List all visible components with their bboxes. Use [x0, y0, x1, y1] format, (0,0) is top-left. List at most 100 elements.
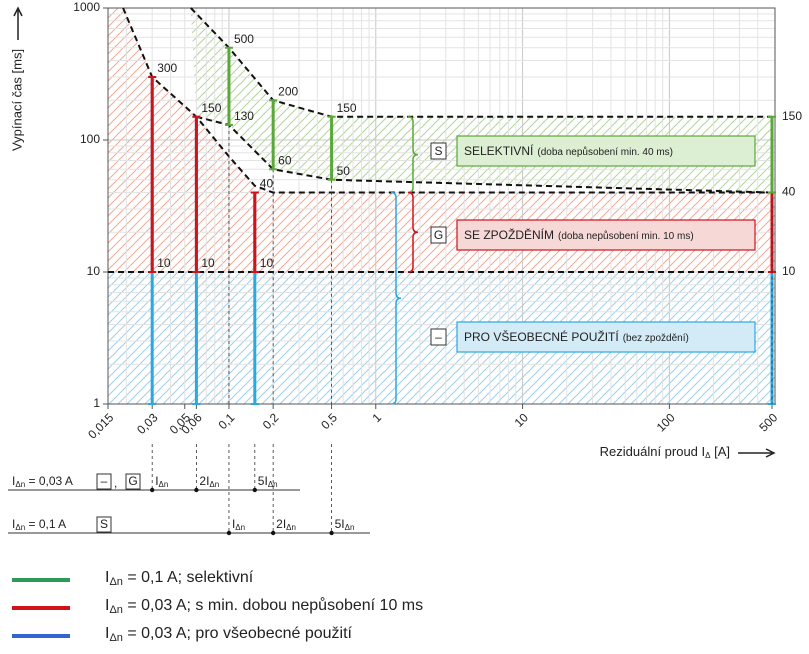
x-axis-label-text: Reziduální proud I: [600, 444, 706, 459]
x-axis-label-sub: Δ: [705, 451, 711, 460]
row-label-sub: Δn: [15, 523, 25, 532]
bar-value-label: 150: [201, 101, 221, 115]
x-tick-label: 0,2: [260, 410, 282, 432]
row-code-label: G: [128, 474, 137, 488]
legend-text: = 0,03 A; s min. dobou nepůsobení 10 ms: [123, 596, 423, 614]
x-tick-label: 500: [756, 410, 780, 434]
legend-sub: Δn: [109, 632, 122, 644]
legend-symbol: I: [105, 625, 109, 642]
bracket: [390, 191, 402, 405]
row-code-box: [125, 473, 141, 490]
marker-prefix: 2: [199, 474, 206, 488]
category-box-text: PRO VŠEOBECNÉ POUŽITÍ (bez zpoždění): [464, 329, 689, 344]
legend-symbol: I: [105, 569, 109, 586]
marker-symbol: I: [341, 517, 344, 531]
x-axis-label: Reziduální proud IΔ [A]: [600, 444, 730, 460]
code-box: [430, 142, 447, 160]
bar-value-label: 10: [157, 256, 171, 270]
row-code-label: S: [100, 517, 108, 531]
marker-label: 5IΔn: [335, 517, 355, 532]
marker-prefix: 5: [258, 474, 265, 488]
bar-value-label: 40: [260, 177, 274, 191]
category-box: [456, 135, 756, 167]
row-label-sub: Δn: [15, 480, 25, 489]
marker-label: IΔn: [232, 517, 245, 532]
marker-prefix: 5: [335, 517, 342, 531]
row-label-symbol: I: [12, 517, 15, 531]
x-tick-label: 0,1: [216, 410, 238, 432]
legend-symbol: I: [105, 597, 109, 614]
category-box-text: SELEKTIVNÍ (doba nepůsobení min. 40 ms): [464, 143, 673, 158]
bar-value-label: 40: [782, 185, 796, 199]
category-note: (doba nepůsobení min. 40 ms): [537, 146, 673, 158]
marker-sub: Δn: [209, 480, 219, 489]
legend-text: = 0,03 A; pro všeobecné použití: [123, 625, 353, 642]
legend-entry: IΔn = 0,1 A; selektivní: [105, 569, 254, 588]
bar-value-label: 300: [157, 61, 177, 75]
category-note: (doba nepůsobení min. 10 ms): [558, 230, 694, 242]
marker-dot: [226, 530, 232, 536]
row-label-symbol: I: [12, 474, 15, 488]
bar-value-label: 10: [260, 256, 274, 270]
bar-value-label: 150: [337, 101, 357, 115]
legend-text: = 0,1 A; selektivní: [123, 569, 254, 586]
bracket: [407, 191, 419, 273]
code-box: [430, 328, 447, 346]
marker-dot: [149, 487, 155, 493]
bar-value-label: 50: [337, 164, 351, 178]
marker-prefix: 2: [276, 517, 283, 531]
row-label: IΔn = 0,03 A: [12, 474, 73, 489]
legend-entry: IΔn = 0,03 A; s min. dobou nepůsobení 10…: [105, 596, 423, 616]
marker-symbol: I: [206, 474, 209, 488]
x-tick-label: 10: [512, 410, 532, 430]
x-tick-label: 100: [654, 410, 678, 434]
marker-sub: Δn: [286, 523, 296, 532]
delayed-zone: [108, 8, 775, 272]
marker-symbol: I: [232, 517, 235, 531]
plot-frame: [107, 7, 776, 405]
bar-value-label: 60: [278, 153, 292, 167]
bar-value-label: 200: [278, 84, 298, 98]
row-code-box: [96, 473, 112, 490]
bar-value-label: 130: [234, 109, 254, 123]
y-tick-label: 1: [93, 396, 100, 410]
x-axis-label-unit: [A]: [710, 444, 730, 459]
y-axis-label: Vypínací čas [ms]: [9, 49, 24, 151]
marker-sub: Δn: [268, 480, 278, 489]
bar-value-label: 10: [782, 264, 796, 278]
row-label-text: = 0,1 A: [25, 517, 66, 531]
code-box: [430, 226, 447, 244]
category-note: (bez zpoždění): [623, 333, 689, 344]
x-axis-arrow: [738, 448, 776, 458]
marker-dot: [194, 487, 199, 493]
marker-label: IΔn: [155, 474, 168, 489]
code-box-label: –: [435, 330, 442, 344]
row-separator: ,: [114, 476, 117, 490]
legend-sub: Δn: [109, 604, 122, 616]
y-tick-label: 1000: [73, 0, 100, 14]
row-label-text: = 0,03 A: [25, 474, 73, 488]
marker-sub: Δn: [159, 480, 169, 489]
category-label: SE ZPOŽDĚNÍM: [464, 227, 554, 242]
row-label: IΔn = 0,1 A: [12, 517, 66, 532]
marker-label: 2IΔn: [276, 517, 296, 532]
marker-sub: Δn: [235, 523, 245, 532]
category-label: PRO VŠEOBECNÉ POUŽITÍ: [464, 329, 619, 344]
marker-label: 2IΔn: [199, 474, 219, 489]
marker-symbol: I: [283, 517, 286, 531]
marker-dot: [252, 487, 258, 493]
marker-dot: [329, 530, 334, 536]
bar-value-label: 10: [201, 256, 215, 270]
marker-symbol: I: [155, 474, 158, 488]
x-tick-label: 0,5: [318, 410, 340, 432]
category-label: SELEKTIVNÍ: [464, 143, 534, 158]
category-box: [456, 219, 756, 251]
x-tick-label: 0,015: [85, 410, 116, 441]
x-tick-label: 1: [370, 410, 385, 425]
bar-value-label: 500: [234, 32, 254, 46]
y-tick-label: 100: [80, 132, 100, 146]
